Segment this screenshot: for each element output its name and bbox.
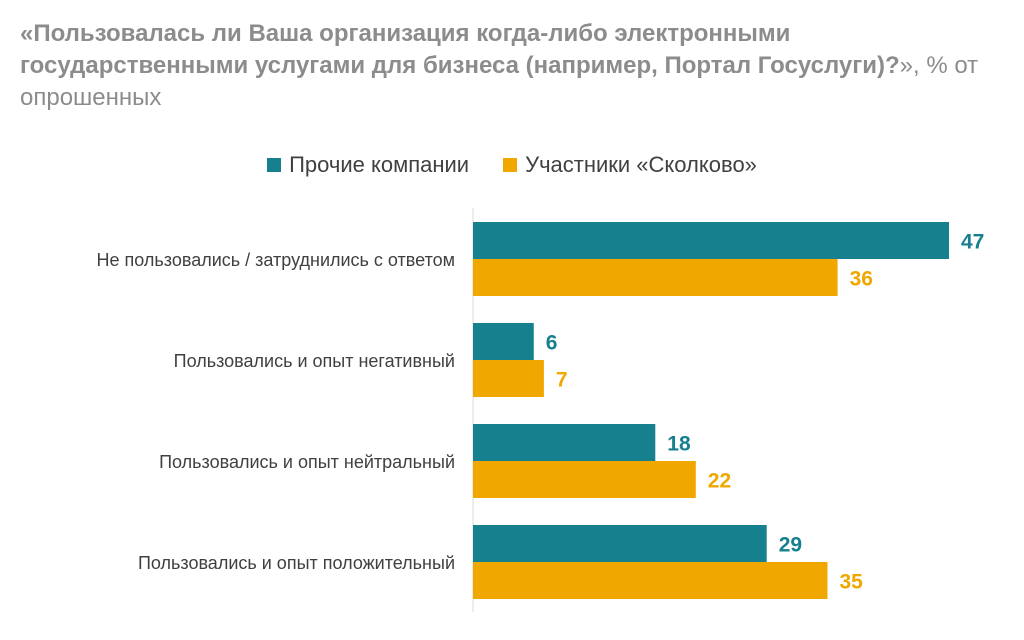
value-label-others: 18 — [667, 433, 691, 456]
chart-title-question: «Пользовалась ли Ваша организация когда-… — [20, 20, 900, 79]
legend: Прочие компании Участники «Сколково» — [0, 152, 1024, 178]
legend-item-others: Прочие компании — [267, 152, 469, 178]
chart-title: «Пользовалась ли Ваша организация когда-… — [20, 18, 1010, 114]
value-label-skolkovo: 36 — [850, 268, 873, 291]
value-label-skolkovo: 7 — [556, 369, 568, 392]
bar-skolkovo — [473, 259, 838, 296]
category-label: Пользовались и опыт нейтральный — [159, 452, 455, 472]
bar-skolkovo — [473, 360, 544, 397]
bar-skolkovo — [473, 461, 696, 498]
legend-swatch-others — [267, 158, 282, 172]
value-label-others: 29 — [779, 534, 802, 557]
value-label-others: 6 — [546, 332, 558, 355]
legend-label-skolkovo: Участники «Сколково» — [525, 152, 757, 177]
legend-swatch-skolkovo — [503, 158, 518, 172]
bar-others — [473, 323, 534, 360]
legend-item-skolkovo: Участники «Сколково» — [503, 152, 757, 178]
value-label-skolkovo: 22 — [708, 470, 731, 493]
bar-others — [473, 222, 949, 259]
value-label-others: 47 — [961, 231, 984, 254]
chart-title-unit: », % от опрошенных — [20, 52, 979, 111]
legend-label-others: Прочие компании — [289, 152, 470, 177]
bar-others — [473, 525, 767, 562]
category-label: Не пользовались / затруднились с ответом — [97, 250, 455, 270]
category-label: Пользовались и опыт негативный — [174, 351, 455, 371]
category-label: Пользовались и опыт положительный — [138, 553, 455, 573]
bar-skolkovo — [473, 562, 828, 599]
bar-others — [473, 424, 656, 461]
value-label-skolkovo: 35 — [839, 571, 863, 594]
